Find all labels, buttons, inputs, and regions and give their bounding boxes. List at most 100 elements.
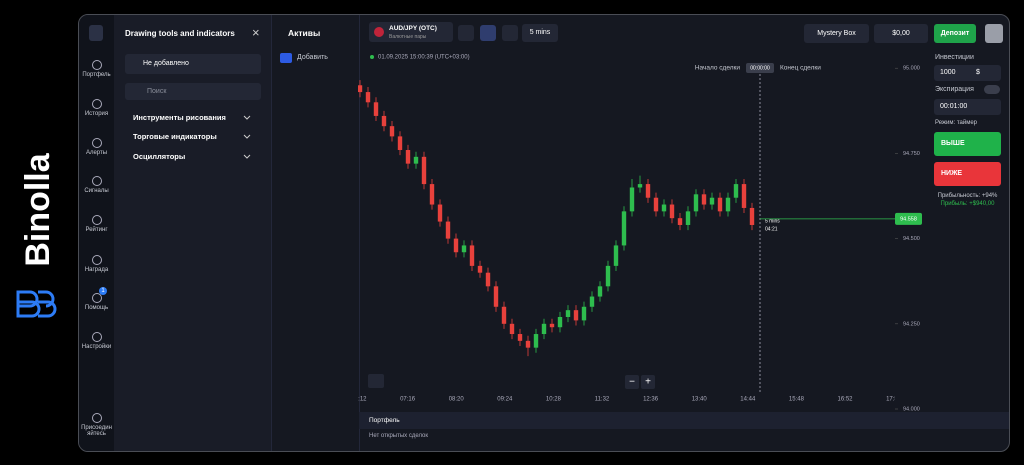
candle-body: [621, 211, 627, 246]
live-dot: [370, 55, 374, 59]
nav-item[interactable]: Присоединяйтесь: [79, 413, 114, 437]
search-placeholder: Поиск: [147, 88, 167, 95]
expiration-input[interactable]: 00:01:00: [934, 99, 1001, 115]
app-window: Портфель История Алерты Сигналы Рейтинг …: [78, 14, 1010, 452]
nav-item[interactable]: Помощь: [79, 293, 114, 311]
deal-timer: 00:00:00: [750, 65, 770, 71]
add-icon[interactable]: [280, 53, 292, 63]
zoom-out-button[interactable]: [625, 375, 639, 389]
candle-body: [501, 306, 507, 324]
x-tick-label: 08:20: [449, 397, 465, 403]
zoom-in[interactable]: +: [645, 377, 651, 388]
candle-body: [661, 204, 667, 212]
candle-body: [589, 296, 595, 307]
sidebar: Портфель История Алерты Сигналы Рейтинг …: [79, 15, 114, 451]
zoom-out[interactable]: −: [629, 377, 635, 388]
section-chevrons: [243, 115, 251, 159]
mode-label: Режим: таймер: [935, 120, 977, 126]
portfolio-title: Портфель: [369, 417, 400, 424]
current-price-label: 94.558: [900, 216, 917, 222]
candle-body: [597, 286, 603, 297]
status-text: Не добавлено: [143, 60, 189, 67]
candle-body: [557, 316, 563, 328]
candle-body: [725, 197, 731, 212]
candle-body: [565, 310, 571, 317]
x-tick-label: 10:28: [546, 397, 562, 403]
portfolio-bar[interactable]: Портфель: [359, 412, 1009, 429]
candle-body: [741, 184, 747, 208]
investment-input[interactable]: 1000 $: [934, 65, 1001, 81]
timestamp: 01.09.2025 15:00:39 (UTC+03:00): [378, 55, 470, 61]
search-box[interactable]: Поиск: [125, 83, 261, 100]
portfolio-empty: Нет открытых сделок: [369, 433, 429, 439]
deal-start: Начало сделки: [695, 65, 741, 72]
investment-value: 1000: [940, 69, 956, 76]
candle-body: [525, 340, 531, 348]
asset-name: AUD/JPY (OTC): [389, 25, 437, 32]
brand-icon: [16, 290, 57, 318]
chart-type-button[interactable]: [458, 25, 474, 41]
candle-body: [749, 207, 755, 225]
timeframe-button[interactable]: 5 mins: [522, 24, 558, 42]
zoom-in-button[interactable]: [641, 375, 655, 389]
nav-item[interactable]: Алерты: [79, 138, 114, 156]
current-price-box: [895, 212, 922, 225]
drawing-panel: Drawing tools and indicators × Не добавл…: [114, 15, 272, 451]
nav-item[interactable]: История: [79, 99, 114, 117]
candle-body: [405, 150, 411, 164]
balance[interactable]: $0,00: [874, 24, 928, 43]
add-button[interactable]: Добавить: [297, 54, 328, 61]
nav-item[interactable]: Портфель: [79, 60, 114, 78]
candle-body: [669, 204, 675, 219]
candle-body: [429, 184, 435, 205]
y-tick-label: 94.500: [903, 236, 920, 242]
section-title[interactable]: Торговые индикаторы: [133, 132, 217, 141]
draw-button[interactable]: [480, 25, 496, 41]
candle-body: [477, 265, 483, 273]
avatar[interactable]: [985, 24, 1003, 43]
indicator-button[interactable]: [502, 25, 518, 41]
price-chart: 01.09.2025 15:00:39 (UTC+03:00) Начало с…: [358, 55, 922, 411]
candle-body: [701, 194, 707, 205]
candle-body: [733, 184, 739, 198]
candle-body: [637, 184, 643, 188]
deposit-button[interactable]: Депозит: [934, 24, 976, 43]
candle-body: [541, 323, 547, 335]
nav-item[interactable]: Сигналы: [79, 176, 114, 194]
candle-body: [373, 102, 379, 116]
candle-body: [445, 221, 451, 239]
candle-body: [717, 197, 723, 212]
section-title[interactable]: Осцилляторы: [133, 152, 186, 161]
status-box: Не добавлено: [125, 54, 261, 74]
candle-body: [437, 204, 443, 222]
y-tick-label: 94.250: [903, 321, 920, 327]
asset-type: Валютные пары: [389, 34, 427, 40]
candle-body: [685, 211, 691, 225]
x-tick-label: 14:44: [740, 397, 756, 403]
mystery-box[interactable]: Mystery Box: [804, 24, 869, 43]
candle-body: [397, 136, 403, 151]
up-button[interactable]: ВЫШЕ: [934, 132, 1001, 156]
candle-body: [469, 245, 475, 266]
deal-timer-box: [746, 63, 774, 73]
candle-body: [517, 334, 523, 341]
down-button[interactable]: НИЖЕ: [934, 162, 1001, 186]
candle-body: [605, 265, 611, 287]
candle-body: [358, 85, 363, 93]
nav-item[interactable]: Настройки: [79, 332, 114, 350]
asset-selector[interactable]: AUD/JPY (OTC) Валютные пары: [369, 22, 453, 42]
candle-body: [365, 92, 371, 103]
candle-body: [381, 115, 387, 127]
countdown-timeframe: 5 mins: [765, 218, 780, 224]
app-logo[interactable]: [89, 25, 103, 41]
nav-item[interactable]: Рейтинг: [79, 215, 114, 233]
expiration-toggle[interactable]: [984, 85, 1000, 94]
candle-body: [485, 272, 491, 287]
candle-body: [581, 306, 587, 321]
section-title[interactable]: Инструменты рисования: [133, 113, 226, 122]
settings-button[interactable]: [368, 374, 384, 388]
nav-item[interactable]: Награда: [79, 255, 114, 273]
close-button[interactable]: ×: [252, 25, 260, 40]
candle-body: [677, 218, 683, 225]
x-tick-label: 12:36: [643, 397, 659, 403]
